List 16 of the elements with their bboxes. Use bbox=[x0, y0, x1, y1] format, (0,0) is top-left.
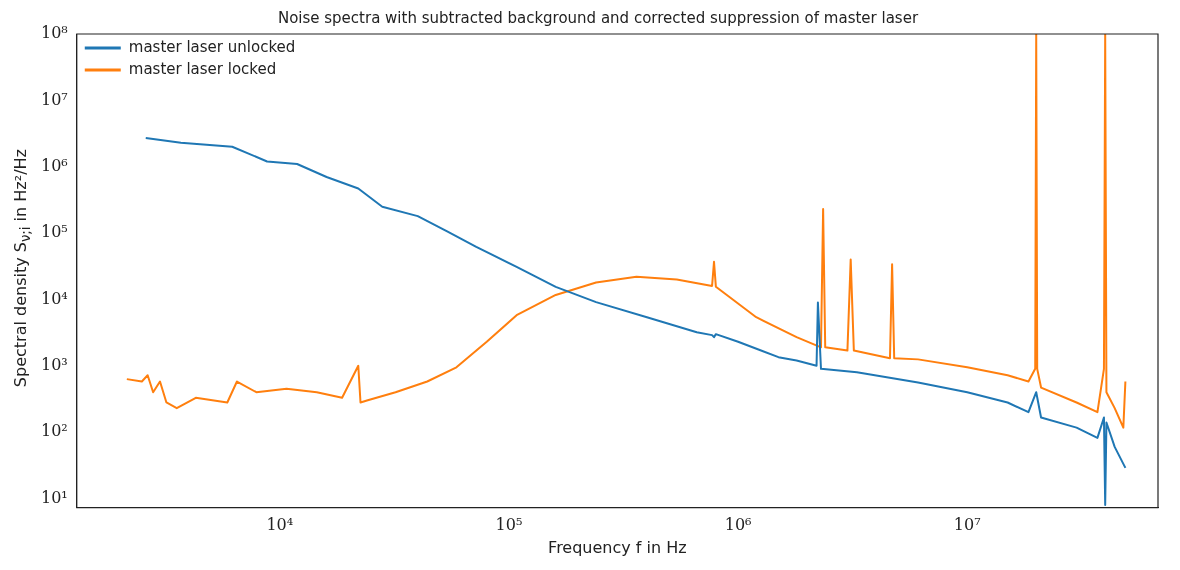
y-tick-label: 10⁵ bbox=[40, 222, 68, 242]
x-tick-label: 10⁴ bbox=[266, 515, 294, 535]
y-tick-label: 10² bbox=[40, 421, 68, 441]
chart-title: Noise spectra with subtracted background and corrected suppression of master laser bbox=[277, 8, 919, 27]
y-tick-label: 10⁴ bbox=[40, 288, 68, 308]
y-tick-label: 10⁸ bbox=[40, 23, 68, 43]
legend-label: master laser locked bbox=[128, 59, 277, 78]
x-tick-label: 10⁵ bbox=[495, 515, 523, 535]
y-tick-label: 10¹ bbox=[40, 487, 68, 507]
y-tick-label: 10⁶ bbox=[40, 155, 68, 175]
x-axis-title: Frequency f in Hz bbox=[548, 537, 687, 557]
y-tick-label: 10⁷ bbox=[40, 89, 68, 109]
y-tick-label: 10³ bbox=[40, 354, 68, 374]
x-tick-label: 10⁷ bbox=[953, 515, 981, 535]
legend-label: master laser unlocked bbox=[128, 37, 296, 56]
x-tick-label: 10⁶ bbox=[724, 515, 752, 535]
